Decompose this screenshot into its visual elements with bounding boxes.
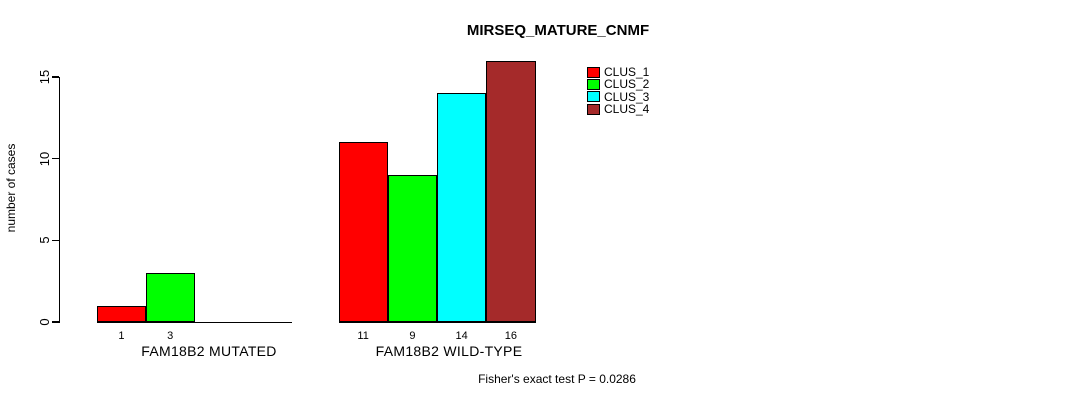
y-axis-tick-label: 5	[36, 236, 52, 244]
y-axis-tick-label: 0	[36, 318, 52, 326]
legend-item: CLUS_1	[587, 66, 649, 78]
legend: CLUS_1 CLUS_2 CLUS_3 CLUS_4	[587, 66, 649, 115]
bar-value-label: 14	[455, 329, 468, 342]
legend-label: CLUS_2	[604, 77, 650, 92]
bar-value-label: 1	[118, 329, 125, 342]
legend-swatch	[587, 103, 600, 115]
y-axis-tick-label: 15	[36, 69, 52, 85]
legend-label: CLUS_3	[604, 89, 650, 104]
bar	[486, 60, 536, 322]
x-axis-baseline	[338, 321, 536, 323]
y-axis-label: number of cases	[4, 143, 18, 233]
bar-value-label: 11	[357, 329, 369, 342]
bar	[338, 142, 388, 322]
bar-value-label: 16	[504, 329, 517, 342]
group-label: FAM18B2 WILD-TYPE	[375, 342, 523, 359]
bar	[97, 305, 146, 322]
legend-item: CLUS_2	[587, 78, 649, 90]
y-axis-tick	[51, 239, 59, 241]
legend-item: CLUS_3	[587, 91, 649, 103]
x-axis-baseline	[97, 321, 292, 323]
bar	[437, 93, 487, 322]
legend-swatch	[587, 78, 600, 90]
legend-swatch	[587, 66, 600, 78]
bar-value-label: 9	[409, 329, 416, 342]
legend-item: CLUS_4	[587, 103, 649, 115]
y-axis-tick	[51, 158, 59, 160]
y-axis-tick-label: 10	[36, 151, 52, 166]
fisher-test-annotation: Fisher's exact test P = 0.0286	[478, 372, 636, 386]
legend-label: CLUS_1	[604, 65, 650, 80]
group-label: FAM18B2 MUTATED	[141, 342, 277, 359]
legend-label: CLUS_4	[604, 102, 650, 117]
y-axis-line	[58, 77, 60, 323]
legend-swatch	[587, 91, 600, 103]
bar	[145, 273, 195, 322]
y-axis-tick	[51, 321, 59, 323]
chart-title: MIRSEQ_MATURE_CNMF	[466, 22, 650, 39]
y-axis-tick	[51, 76, 59, 78]
bar	[387, 175, 437, 322]
bar-value-label: 3	[167, 329, 174, 342]
